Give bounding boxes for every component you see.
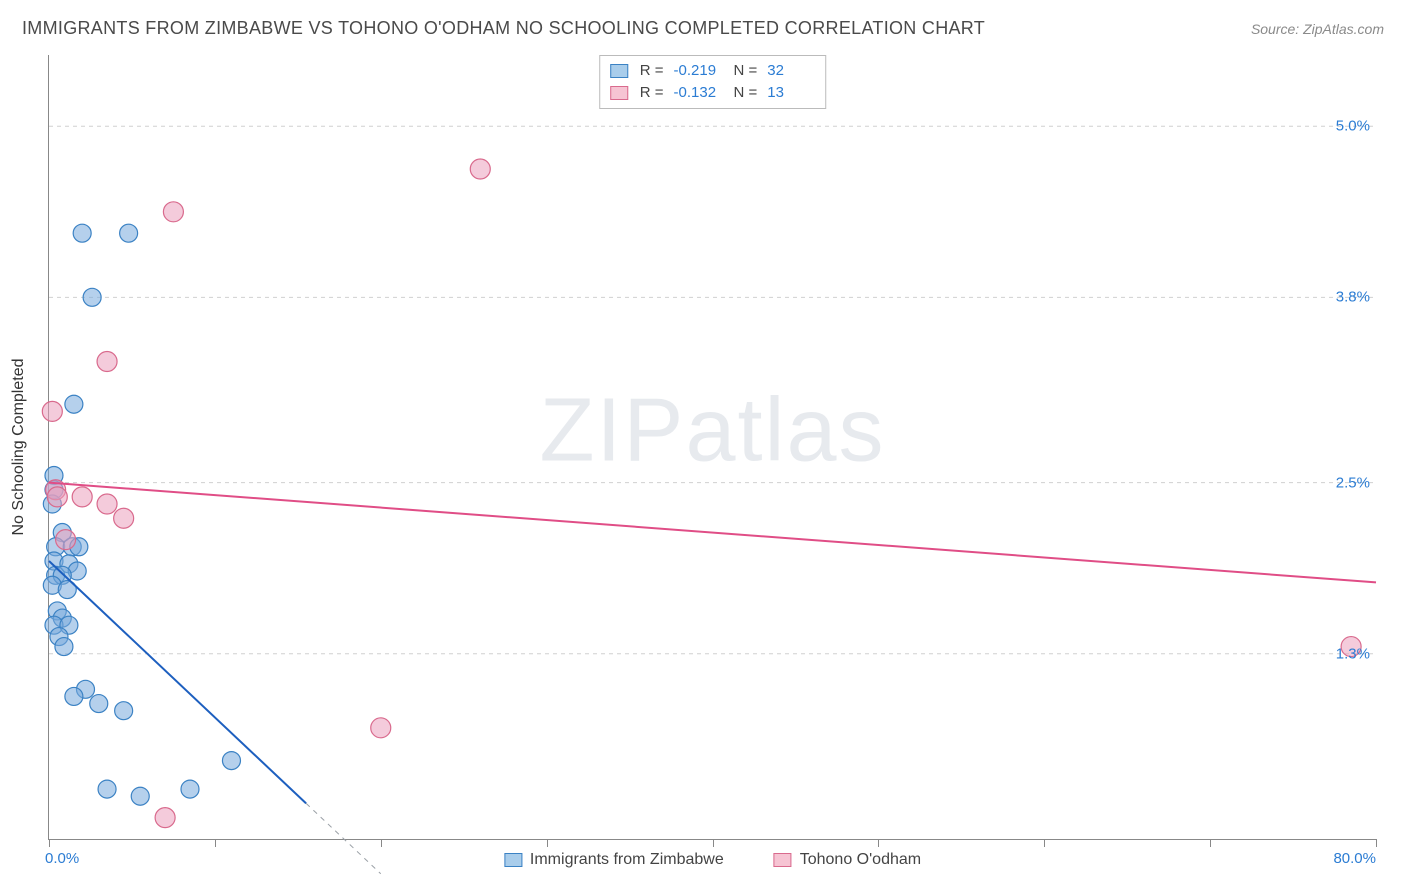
series-legend: Immigrants from Zimbabwe Tohono O'odham	[504, 851, 921, 869]
x-tick	[49, 839, 50, 847]
y-axis-title: No Schooling Completed	[10, 359, 28, 536]
y-tick-label: 1.3%	[1336, 645, 1370, 662]
x-tick	[547, 839, 548, 847]
swatch-zimbabwe	[504, 853, 522, 867]
x-tick	[1210, 839, 1211, 847]
x-axis-max-label: 80.0%	[1333, 850, 1376, 867]
y-tick-label: 2.5%	[1336, 474, 1370, 491]
x-tick	[1044, 839, 1045, 847]
swatch-tohono	[774, 853, 792, 867]
plot-area: ZIPatlas No Schooling Completed R = -0.2…	[48, 55, 1376, 840]
legend-item: Immigrants from Zimbabwe	[504, 851, 724, 869]
plot-svg	[49, 55, 1376, 839]
x-axis-min-label: 0.0%	[45, 850, 79, 867]
chart-title: IMMIGRANTS FROM ZIMBABWE VS TOHONO O'ODH…	[22, 18, 985, 39]
x-tick	[215, 839, 216, 847]
legend-label: Immigrants from Zimbabwe	[530, 851, 724, 869]
x-tick	[381, 839, 382, 847]
x-tick	[1376, 839, 1377, 847]
legend-label: Tohono O'odham	[800, 851, 921, 869]
x-tick	[878, 839, 879, 847]
title-bar: IMMIGRANTS FROM ZIMBABWE VS TOHONO O'ODH…	[22, 18, 1384, 39]
y-tick-label: 5.0%	[1336, 118, 1370, 135]
source-label: Source: ZipAtlas.com	[1251, 21, 1384, 37]
legend-item: Tohono O'odham	[774, 851, 921, 869]
y-tick-label: 3.8%	[1336, 289, 1370, 306]
x-tick	[713, 839, 714, 847]
